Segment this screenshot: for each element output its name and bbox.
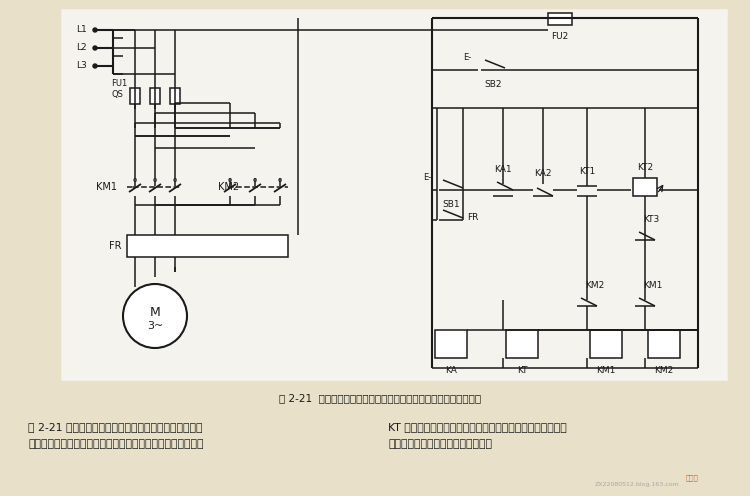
Text: QS: QS [111, 89, 123, 99]
Bar [435, 330, 467, 358]
Text: FU2: FU2 [551, 32, 568, 41]
Text: KM1: KM1 [96, 182, 117, 192]
Bar [62, 10, 727, 380]
Text: KA: KA [445, 366, 457, 375]
Bar [150, 88, 160, 104]
Text: KT: KT [517, 366, 527, 375]
Bar [506, 330, 538, 358]
Circle shape [93, 64, 97, 68]
Text: KT2: KT2 [637, 164, 653, 173]
Text: KM1: KM1 [596, 366, 616, 375]
Bar [633, 178, 657, 196]
Circle shape [93, 28, 97, 32]
Text: E-: E- [463, 54, 471, 62]
Text: 桂优图: 桂优图 [686, 474, 699, 481]
Text: KM2: KM2 [654, 366, 674, 375]
Text: FR: FR [109, 241, 121, 251]
Text: L3: L3 [76, 62, 87, 70]
Text: M: M [149, 306, 160, 318]
Text: FR: FR [467, 213, 478, 223]
Text: o: o [172, 177, 177, 183]
Text: FU1: FU1 [111, 79, 128, 88]
Bar [548, 13, 572, 25]
Text: KT1: KT1 [579, 168, 596, 177]
Text: KA1: KA1 [494, 166, 512, 175]
Text: KA2: KA2 [534, 170, 552, 179]
Text: o: o [278, 177, 282, 183]
Bar [648, 330, 680, 358]
Text: o: o [153, 177, 158, 183]
Circle shape [93, 46, 97, 50]
Text: o: o [133, 177, 137, 183]
Text: 图 2-21 所示为采用新型脉动型晶体管时间继电器控制的
按周期自动重复可逆运行的控制线路。该线路中的时间继电器: 图 2-21 所示为采用新型脉动型晶体管时间继电器控制的 按周期自动重复可逆运行… [28, 422, 203, 449]
Text: KT 能按两种时间规律作往复动作，因而只需用一只这样的时
间继电器就可以达到可逆重复运行。: KT 能按两种时间规律作往复动作，因而只需用一只这样的时 间继电器就可以达到可逆… [388, 422, 567, 449]
Text: KM2: KM2 [585, 282, 604, 291]
Text: 3~: 3~ [147, 321, 164, 331]
Text: L1: L1 [76, 25, 87, 35]
Text: 图 2-21  晶体管时间继电器控制的按周期自动重复可逆运行控制线路: 图 2-21 晶体管时间继电器控制的按周期自动重复可逆运行控制线路 [279, 393, 481, 403]
Circle shape [123, 284, 187, 348]
Text: o: o [228, 177, 232, 183]
Text: SB1: SB1 [442, 200, 460, 209]
Text: E-: E- [423, 174, 431, 183]
Bar [127, 235, 288, 257]
Text: SB2: SB2 [484, 80, 502, 89]
Text: KM1: KM1 [643, 282, 662, 291]
Text: L2: L2 [76, 44, 87, 53]
Bar [170, 88, 180, 104]
Text: ZX22080512.blog.163.com: ZX22080512.blog.163.com [595, 482, 680, 487]
Bar [130, 88, 140, 104]
Text: KT3: KT3 [643, 215, 659, 225]
Text: KM2: KM2 [218, 182, 239, 192]
Bar [590, 330, 622, 358]
Text: o: o [253, 177, 257, 183]
